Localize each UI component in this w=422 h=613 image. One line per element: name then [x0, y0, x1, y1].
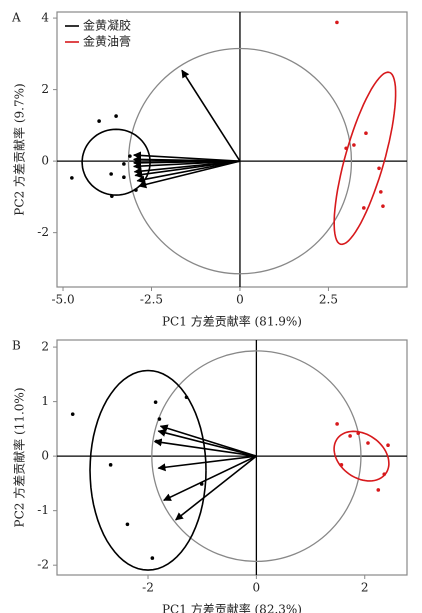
y-tick-label: 4	[41, 11, 49, 25]
legend-label: 金黄油膏	[83, 34, 131, 49]
point	[157, 417, 162, 421]
confidence-ellipse	[89, 369, 207, 571]
point	[128, 154, 132, 158]
y-tick-label: 2	[41, 340, 49, 354]
x-tick-label: 0	[253, 581, 261, 595]
loading-arrow	[157, 428, 257, 457]
point	[122, 175, 126, 180]
x-tick-label: 2	[361, 581, 369, 595]
x-tick-label: -2.5	[140, 293, 163, 307]
point	[153, 400, 158, 404]
point	[348, 434, 352, 438]
confidence-ellipse	[333, 430, 390, 482]
point	[335, 422, 339, 426]
loading-arrow	[175, 455, 257, 521]
x-tick-label: 0	[236, 293, 244, 307]
point	[199, 482, 204, 486]
x-axis-label: PC1 方差贡献率 (82.3%)	[162, 602, 302, 613]
point	[366, 441, 370, 445]
point	[122, 162, 126, 166]
point	[386, 443, 390, 448]
loading-arrow	[157, 455, 257, 472]
y-tick-label: 1	[41, 394, 49, 408]
point	[150, 556, 155, 560]
loading-arrow	[153, 438, 257, 457]
confidence-ellipse	[81, 128, 151, 196]
point	[362, 206, 366, 210]
x-axis-label: PC1 方差贡献率 (81.9%)	[162, 314, 302, 329]
y-tick-label: 0	[41, 154, 49, 168]
legend-label: 金黄凝胶	[83, 18, 131, 33]
plot-frame	[56, 339, 408, 576]
y-tick-label: -2	[37, 225, 49, 239]
point	[134, 188, 138, 192]
point	[382, 472, 387, 476]
point	[125, 522, 130, 527]
loading-arrow	[181, 69, 241, 162]
point	[154, 439, 159, 444]
point	[114, 114, 118, 118]
point	[70, 176, 74, 180]
point	[110, 194, 114, 198]
confidence-ellipse	[333, 71, 397, 246]
loading-arrow	[163, 455, 257, 502]
panel-label: B	[12, 339, 21, 353]
point	[376, 488, 381, 492]
point	[70, 412, 75, 416]
point	[184, 395, 189, 400]
point	[352, 143, 356, 147]
y-tick-label: -1	[37, 503, 49, 517]
y-tick-label: 0	[41, 449, 49, 463]
y-tick-label: 2	[41, 82, 49, 96]
correlation-circle	[151, 350, 362, 563]
point	[381, 204, 385, 208]
x-tick-label: -5.0	[51, 293, 74, 307]
loading-arrow	[159, 424, 257, 457]
point	[335, 20, 339, 25]
panel-label: A	[11, 11, 21, 25]
point	[364, 131, 368, 136]
point	[344, 146, 348, 151]
point	[109, 172, 113, 176]
loading-arrow	[138, 160, 241, 189]
plot-frame	[56, 11, 408, 288]
y-axis-label: PC2 方差贡献率 (11.0%)	[12, 387, 27, 527]
y-axis-label: PC2 方差贡献率 (9.7%)	[12, 83, 27, 215]
point	[356, 431, 361, 436]
loading-arrow	[136, 160, 241, 184]
loading-arrow	[134, 160, 241, 179]
point	[339, 463, 344, 467]
point	[108, 463, 113, 467]
x-tick-label: 2.5	[319, 293, 338, 307]
point	[379, 190, 383, 194]
point	[377, 166, 381, 171]
correlation-circle	[127, 47, 353, 275]
point	[97, 119, 101, 123]
x-tick-label: -2	[142, 581, 154, 595]
y-tick-label: -2	[37, 558, 49, 572]
loading-arrow	[132, 160, 241, 171]
